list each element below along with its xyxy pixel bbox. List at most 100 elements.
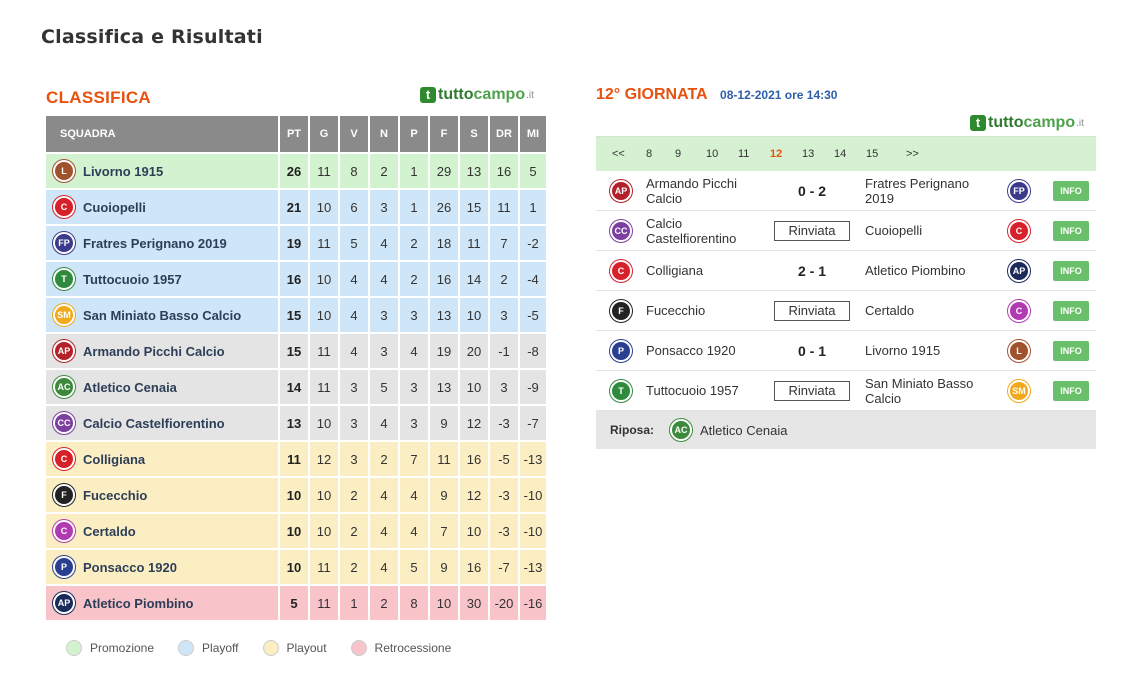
- round-nav-prev[interactable]: <<: [612, 148, 625, 160]
- stat-s: 12: [458, 404, 488, 440]
- team-name[interactable]: Colligiana: [83, 451, 146, 467]
- tuttocampo-logo[interactable]: t tutto campo .it: [420, 86, 534, 104]
- table-row[interactable]: AP Armando Picchi Calcio 15 11 4 3 4 19 20 -1 -8: [46, 332, 546, 368]
- team-name[interactable]: Fratres Perignano 2019: [83, 235, 227, 251]
- column-header-mi[interactable]: MI: [518, 116, 546, 152]
- table-row[interactable]: C Cuoiopelli 21 10 6 3 1 26 15 11 1: [46, 188, 546, 224]
- home-team[interactable]: Calcio Castelfiorentino: [646, 215, 737, 246]
- certaldo-crest-icon: C: [1008, 300, 1030, 322]
- home-team[interactable]: Armando Picchi Calcio: [646, 175, 738, 206]
- stat-f: 10: [428, 584, 458, 620]
- match-info-button[interactable]: INFO: [1053, 221, 1089, 241]
- round-nav-15[interactable]: 15: [866, 148, 879, 160]
- table-row[interactable]: AC Atletico Cenaia 14 11 3 5 3 13 10 3 -9: [46, 368, 546, 404]
- match-row[interactable]: C Colligiana 2 - 1 Atletico Piombino AP INFO: [596, 251, 1096, 291]
- team-name[interactable]: Livorno 1915: [83, 163, 164, 179]
- table-row[interactable]: T Tuttocuoio 1957 16 10 4 4 2 16 14 2 -4: [46, 260, 546, 296]
- away-team[interactable]: Fratres Perignano 2019: [865, 175, 970, 206]
- stat-f: 19: [428, 332, 458, 368]
- round-nav-12[interactable]: 12: [770, 148, 783, 160]
- away-team[interactable]: Livorno 1915: [865, 343, 941, 358]
- round-nav-9[interactable]: 9: [675, 148, 682, 160]
- column-header-n[interactable]: N: [368, 116, 398, 152]
- stat-n: 2: [368, 440, 398, 476]
- match-info-button[interactable]: INFO: [1053, 261, 1089, 281]
- table-row[interactable]: P Ponsacco 1920 10 11 2 4 5 9 16 -7 -13: [46, 548, 546, 584]
- team-name[interactable]: Atletico Piombino: [83, 595, 194, 611]
- team-name[interactable]: San Miniato Basso Calcio: [83, 307, 242, 323]
- match-info-button[interactable]: INFO: [1053, 341, 1089, 361]
- column-header-squadra[interactable]: SQUADRA: [46, 116, 278, 152]
- stat-s: 15: [458, 188, 488, 224]
- round-nav-next[interactable]: >>: [906, 148, 919, 160]
- team-name[interactable]: Fucecchio: [83, 487, 148, 503]
- stat-mi: 5: [518, 152, 546, 188]
- standings-header: CLASSIFICA t tutto campo .it: [46, 80, 546, 116]
- round-nav-10[interactable]: 10: [706, 148, 719, 160]
- table-row[interactable]: C Colligiana 11 12 3 2 7 11 16 -5 -13: [46, 440, 546, 476]
- table-row[interactable]: L Livorno 1915 26 11 8 2 1 29 13 16 5: [46, 152, 546, 188]
- team-name[interactable]: Tuttocuoio 1957: [83, 271, 182, 287]
- stat-mi: -13: [518, 548, 546, 584]
- table-row[interactable]: FP Fratres Perignano 2019 19 11 5 4 2 18 11 7 -2: [46, 224, 546, 260]
- match-row[interactable]: F Fucecchio Rinviata Certaldo C INFO: [596, 291, 1096, 331]
- column-header-v[interactable]: V: [338, 116, 368, 152]
- round-nav-13[interactable]: 13: [802, 148, 815, 160]
- column-header-f[interactable]: F: [428, 116, 458, 152]
- tuttocampo-logo[interactable]: t tutto campo .it: [970, 114, 1084, 132]
- home-team[interactable]: Colligiana: [646, 263, 704, 278]
- match-row[interactable]: T Tuttocuoio 1957 Rinviata San Miniato Bass…: [596, 371, 1096, 411]
- stat-v: 2: [338, 476, 368, 512]
- match-row[interactable]: CC Calcio Castelfiorentino Rinviata Cuoiope…: [596, 211, 1096, 251]
- round-nav-8[interactable]: 8: [646, 148, 653, 160]
- away-team[interactable]: Atletico Piombino: [865, 263, 966, 278]
- column-header-pt[interactable]: PT: [278, 116, 308, 152]
- team-name[interactable]: Cuoiopelli: [83, 199, 146, 215]
- home-team[interactable]: Fucecchio: [646, 303, 706, 318]
- team-name[interactable]: Calcio Castelfiorentino: [83, 415, 225, 431]
- fratres-perignano-2019-crest-icon: FP: [53, 232, 75, 254]
- round-nav-14[interactable]: 14: [834, 148, 847, 160]
- table-row[interactable]: AP Atletico Piombino 5 11 1 2 8 10 30 -20 -16: [46, 584, 546, 620]
- team-name[interactable]: Ponsacco 1920: [83, 559, 177, 575]
- away-team[interactable]: San Miniato Basso Calcio: [865, 375, 974, 406]
- table-row[interactable]: SM San Miniato Basso Calcio 15 10 4 3 3 13 10 3 -5: [46, 296, 546, 332]
- team-name[interactable]: Atletico Cenaia: [83, 379, 177, 395]
- table-row[interactable]: CC Calcio Castelfiorentino 13 10 3 4 3 9 12 -3 -7: [46, 404, 546, 440]
- stat-dr: -1: [488, 332, 518, 368]
- column-header-g[interactable]: G: [308, 116, 338, 152]
- match-info-button[interactable]: INFO: [1053, 301, 1089, 321]
- home-team[interactable]: Tuttocuoio 1957: [646, 383, 739, 398]
- logo-text-tld: .it: [526, 89, 534, 101]
- column-header-s[interactable]: S: [458, 116, 488, 152]
- stat-g: 10: [308, 404, 338, 440]
- stat-dr: 3: [488, 296, 518, 332]
- stat-dr: -7: [488, 548, 518, 584]
- stat-f: 11: [428, 440, 458, 476]
- stat-v: 2: [338, 548, 368, 584]
- team-name[interactable]: Certaldo: [83, 523, 136, 539]
- match-row[interactable]: AP Armando Picchi Calcio 0 - 2 Fratres Peri…: [596, 171, 1096, 211]
- stat-g: 12: [308, 440, 338, 476]
- stat-g: 10: [308, 260, 338, 296]
- stat-g: 10: [308, 188, 338, 224]
- table-row[interactable]: F Fucecchio 10 10 2 4 4 9 12 -3 -10: [46, 476, 546, 512]
- team-name[interactable]: Armando Picchi Calcio: [83, 343, 225, 359]
- table-row[interactable]: C Certaldo 10 10 2 4 4 7 10 -3 -10: [46, 512, 546, 548]
- away-team[interactable]: Cuoiopelli: [865, 223, 923, 238]
- stat-g: 10: [308, 296, 338, 332]
- round-nav-11[interactable]: 11: [738, 148, 750, 160]
- away-team[interactable]: Certaldo: [865, 303, 915, 318]
- stat-g: 10: [308, 476, 338, 512]
- match-info-button[interactable]: INFO: [1053, 181, 1089, 201]
- stat-s: 11: [458, 224, 488, 260]
- match-row[interactable]: P Ponsacco 1920 0 - 1 Livorno 1915 L INFO: [596, 331, 1096, 371]
- home-team[interactable]: Ponsacco 1920: [646, 343, 736, 358]
- match-info-button[interactable]: INFO: [1053, 381, 1089, 401]
- stat-f: 16: [428, 260, 458, 296]
- rest-team[interactable]: Atletico Cenaia: [700, 422, 788, 438]
- column-header-p[interactable]: P: [398, 116, 428, 152]
- stat-dr: -3: [488, 404, 518, 440]
- standings-table: SQUADRA PT G V N P F S DR MI L Livorno 1915 26 11 8 2 1…: [46, 116, 546, 620]
- column-header-dr[interactable]: DR: [488, 116, 518, 152]
